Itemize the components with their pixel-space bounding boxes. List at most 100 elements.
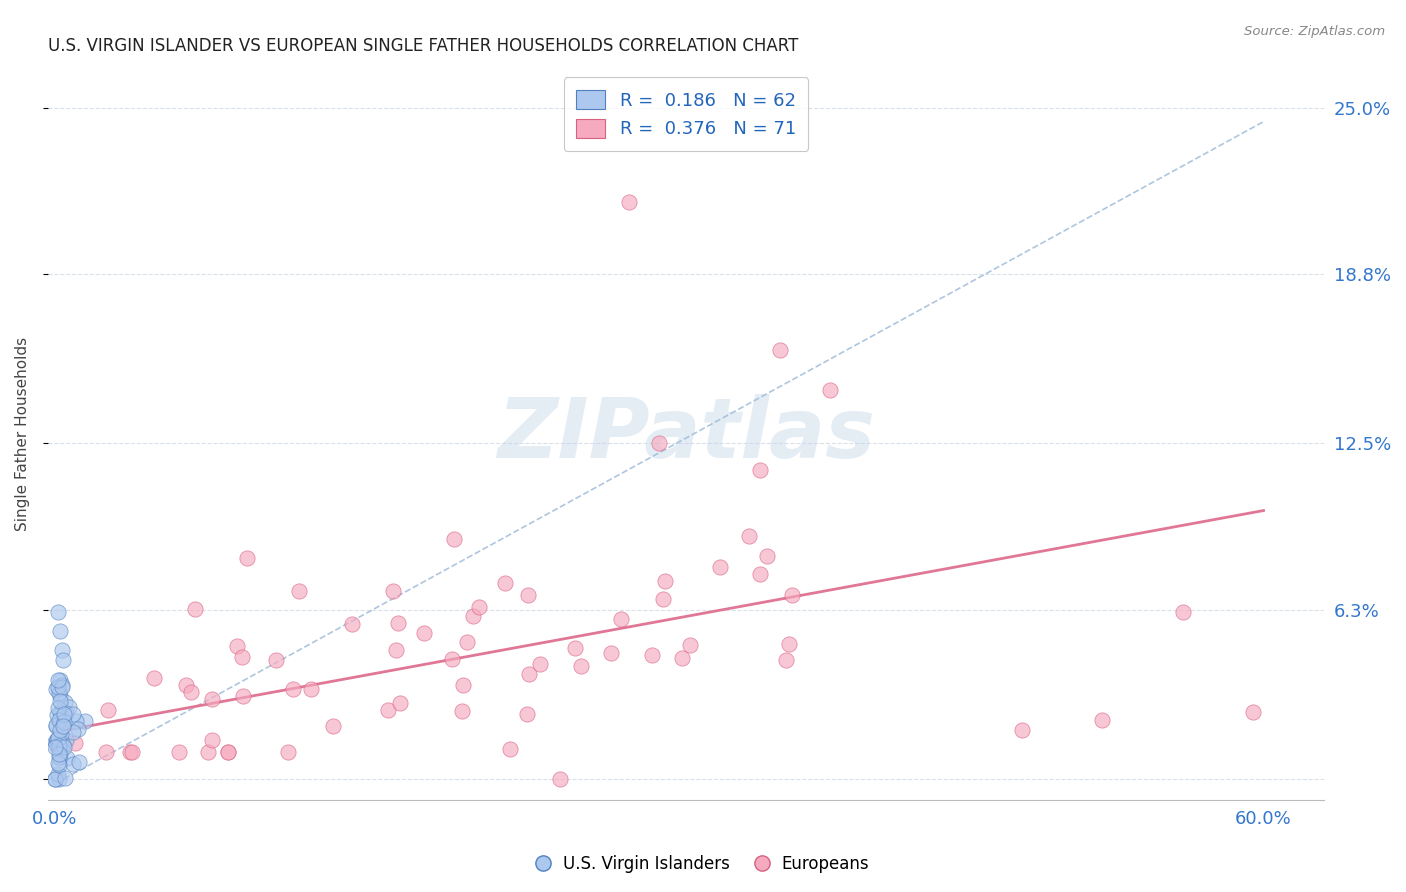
Point bbox=[52, 712, 75, 726]
Point bbox=[62, 724, 84, 739]
Point bbox=[548, 772, 571, 786]
Legend: U.S. Virgin Islanders, Europeans: U.S. Virgin Islanders, Europeans bbox=[530, 848, 876, 880]
Point bbox=[48, 772, 70, 786]
Point bbox=[46, 701, 69, 715]
Point bbox=[55, 733, 77, 747]
Point bbox=[648, 436, 671, 450]
Point bbox=[599, 646, 621, 660]
Point bbox=[49, 624, 72, 639]
Point bbox=[97, 703, 120, 717]
Point bbox=[53, 739, 76, 754]
Point bbox=[48, 738, 70, 752]
Text: Source: ZipAtlas.com: Source: ZipAtlas.com bbox=[1244, 25, 1385, 38]
Point bbox=[118, 745, 141, 759]
Point bbox=[780, 588, 803, 602]
Point bbox=[201, 692, 224, 706]
Point bbox=[443, 532, 465, 546]
Point bbox=[167, 745, 190, 759]
Point bbox=[494, 576, 516, 591]
Point bbox=[201, 733, 224, 747]
Point bbox=[49, 706, 72, 721]
Point bbox=[176, 678, 198, 692]
Point bbox=[779, 637, 801, 651]
Point bbox=[413, 626, 436, 640]
Point bbox=[385, 643, 408, 657]
Point bbox=[451, 678, 474, 692]
Point bbox=[53, 708, 76, 723]
Point bbox=[388, 697, 411, 711]
Point bbox=[180, 684, 202, 698]
Point bbox=[46, 680, 69, 694]
Point bbox=[62, 706, 84, 721]
Point bbox=[749, 567, 772, 582]
Point bbox=[756, 549, 779, 563]
Point bbox=[48, 713, 70, 727]
Point bbox=[45, 737, 67, 751]
Point bbox=[231, 649, 253, 664]
Legend: R =  0.186   N = 62, R =  0.376   N = 71: R = 0.186 N = 62, R = 0.376 N = 71 bbox=[564, 77, 808, 151]
Point bbox=[652, 592, 675, 607]
Point bbox=[277, 745, 299, 759]
Point bbox=[281, 682, 304, 697]
Point bbox=[1171, 606, 1194, 620]
Y-axis label: Single Father Households: Single Father Households bbox=[15, 337, 30, 531]
Point bbox=[51, 678, 73, 692]
Point bbox=[48, 747, 70, 761]
Point bbox=[49, 689, 72, 703]
Point bbox=[377, 703, 399, 717]
Point bbox=[44, 740, 66, 755]
Point bbox=[610, 612, 633, 626]
Point bbox=[381, 584, 404, 599]
Point bbox=[232, 689, 254, 703]
Point bbox=[52, 706, 75, 721]
Point bbox=[52, 719, 75, 733]
Point bbox=[387, 616, 409, 631]
Point bbox=[679, 638, 702, 652]
Point bbox=[217, 745, 239, 759]
Point bbox=[641, 648, 664, 662]
Point bbox=[45, 719, 67, 733]
Point bbox=[467, 600, 489, 615]
Point bbox=[51, 680, 73, 694]
Point bbox=[299, 682, 322, 697]
Point bbox=[46, 707, 69, 722]
Point bbox=[818, 383, 841, 397]
Point bbox=[654, 574, 676, 589]
Point bbox=[56, 751, 79, 765]
Point bbox=[44, 772, 66, 786]
Point bbox=[1243, 705, 1265, 719]
Point bbox=[516, 588, 538, 602]
Text: U.S. VIRGIN ISLANDER VS EUROPEAN SINGLE FATHER HOUSEHOLDS CORRELATION CHART: U.S. VIRGIN ISLANDER VS EUROPEAN SINGLE … bbox=[48, 37, 799, 55]
Point bbox=[62, 756, 84, 771]
Point bbox=[571, 659, 593, 673]
Point bbox=[499, 741, 522, 756]
Point bbox=[516, 707, 538, 722]
Point bbox=[67, 755, 90, 769]
Point bbox=[96, 745, 118, 759]
Point bbox=[51, 643, 73, 657]
Point bbox=[217, 745, 239, 759]
Point bbox=[45, 681, 67, 696]
Point bbox=[49, 723, 72, 737]
Point bbox=[225, 640, 247, 654]
Point bbox=[46, 606, 69, 620]
Point bbox=[769, 343, 792, 357]
Point bbox=[48, 747, 70, 761]
Point bbox=[564, 641, 586, 656]
Point bbox=[143, 671, 166, 685]
Point bbox=[65, 714, 87, 728]
Point bbox=[748, 463, 770, 477]
Point bbox=[53, 695, 76, 709]
Point bbox=[517, 666, 540, 681]
Point bbox=[1091, 713, 1114, 727]
Point bbox=[456, 634, 478, 648]
Point bbox=[73, 714, 96, 728]
Point bbox=[121, 745, 143, 759]
Point bbox=[529, 657, 551, 671]
Point bbox=[48, 673, 70, 687]
Point bbox=[45, 733, 67, 747]
Point bbox=[236, 551, 259, 566]
Point bbox=[53, 771, 76, 785]
Point bbox=[46, 731, 69, 745]
Point bbox=[48, 739, 70, 754]
